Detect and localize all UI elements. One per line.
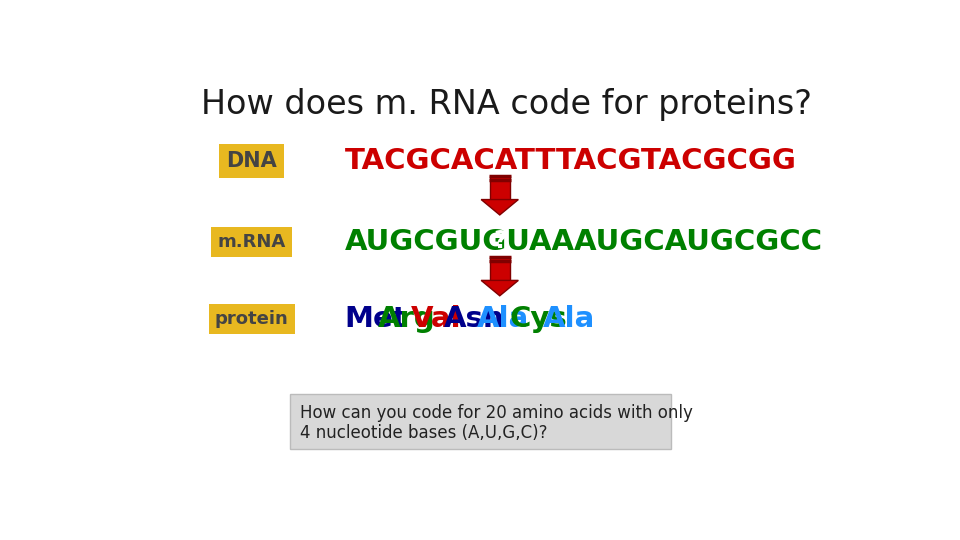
Text: Ala: Ala [542,305,595,333]
Text: AUGCGUGUAAAUGCAUGCGCC: AUGCGUGUAAAUGCAUGCGCC [345,228,823,256]
Text: How can you code for 20 amino acids with only: How can you code for 20 amino acids with… [300,403,693,422]
Text: Val: Val [411,305,462,333]
Polygon shape [490,177,510,201]
Text: Arg: Arg [378,305,436,333]
Text: Asn: Asn [444,305,504,333]
FancyBboxPatch shape [290,394,671,449]
Text: Cys: Cys [510,305,567,333]
Text: 4 nucleotide bases (A,U,G,C)?: 4 nucleotide bases (A,U,G,C)? [300,423,547,442]
Polygon shape [481,280,518,296]
Text: ?: ? [492,228,507,253]
Text: protein: protein [215,310,289,328]
Text: Ala: Ala [477,305,529,333]
Text: TACGCACATTTACGTACGCGG: TACGCACATTTACGTACGCGG [345,147,797,175]
Text: Met: Met [345,305,407,333]
Text: How does m. RNA code for proteins?: How does m. RNA code for proteins? [202,88,812,121]
Polygon shape [490,257,510,282]
Polygon shape [481,200,518,215]
Text: DNA: DNA [227,151,277,171]
Text: m.RNA: m.RNA [218,233,286,251]
